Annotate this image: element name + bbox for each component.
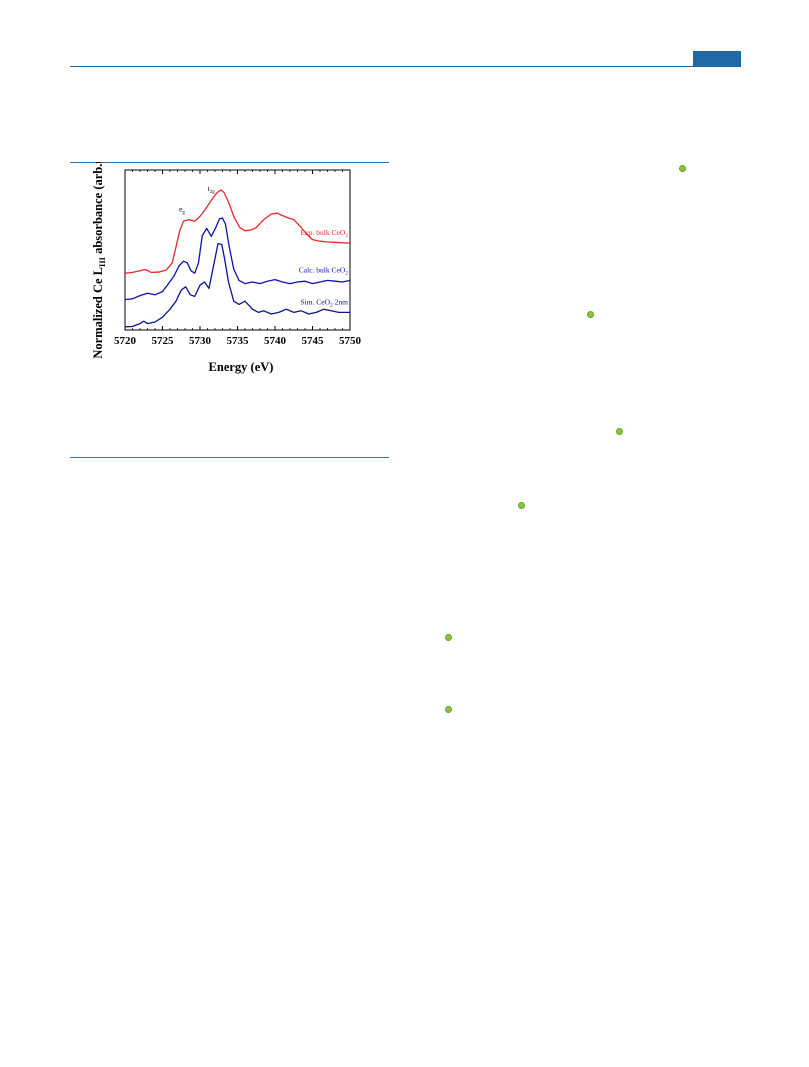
- header-tab: [693, 51, 741, 66]
- x-tick-label: 5730: [189, 335, 212, 347]
- figure-bottom-rule: [70, 457, 389, 458]
- series-label-3: Sim. CeO2 2nm: [300, 297, 348, 308]
- x-tick-label: 5750: [339, 335, 362, 347]
- peak-label-t2g: t2g: [208, 184, 216, 195]
- x-tick-label: 5720: [114, 335, 137, 347]
- series-line-1: [124, 189, 351, 274]
- series-label-2: Calc. bulk CeO2: [299, 265, 348, 276]
- y-label-sub: III: [97, 256, 107, 267]
- x-tick-label: 5725: [152, 335, 175, 347]
- figure-top-rule: [70, 162, 389, 163]
- green-dot-icon: [587, 311, 594, 318]
- green-dot-icon: [518, 502, 525, 509]
- xanes-chart: Normalized Ce LIII absorbance (arb.u.) E…: [91, 149, 362, 374]
- y-label-post: absorbance (arb.u.): [91, 162, 105, 257]
- x-axis-label: Energy (eV): [209, 360, 274, 374]
- x-tick-label: 5735: [227, 335, 250, 347]
- peak-label-eg: eg: [179, 205, 185, 216]
- series-label-1: Exp. bulk CeO2: [300, 228, 348, 239]
- x-tick-label: 5745: [302, 335, 325, 347]
- y-label-pre: Normalized Ce L: [91, 267, 105, 359]
- xanes-figure: Normalized Ce LIII absorbance (arb.u.) E…: [88, 149, 378, 384]
- green-dot-icon: [679, 165, 686, 172]
- series-line-3: [124, 242, 350, 328]
- series-line-2: [124, 217, 351, 301]
- green-dot-icon: [445, 706, 452, 713]
- y-axis-label: Normalized Ce LIII absorbance (arb.u.): [91, 149, 107, 359]
- green-dot-icon: [445, 634, 452, 641]
- header-rule: [70, 66, 741, 67]
- svg-text:Normalized Ce LIII absorbance: Normalized Ce LIII absorbance (arb.u.): [91, 162, 107, 359]
- x-tick-label: 5740: [264, 335, 287, 347]
- green-dot-icon: [616, 428, 623, 435]
